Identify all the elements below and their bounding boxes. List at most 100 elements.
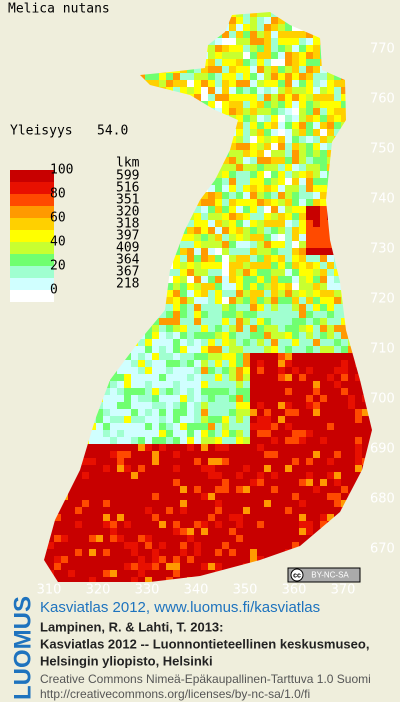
map-cell: [334, 479, 341, 486]
map-cell: [320, 353, 327, 360]
map-cell: [208, 409, 215, 416]
map-cell: [348, 472, 355, 479]
map-cell: [166, 472, 173, 479]
map-cell: [159, 542, 166, 549]
map-cell: [222, 185, 229, 192]
map-cell: [54, 542, 61, 549]
map-cell: [306, 360, 313, 367]
map-cell: [138, 416, 145, 423]
map-cell: [236, 192, 243, 199]
map-cell: [271, 52, 278, 59]
map-cell: [306, 381, 313, 388]
map-cell: [208, 360, 215, 367]
map-cell: [47, 535, 54, 542]
badge-icon: [290, 568, 304, 582]
map-cell: [215, 444, 222, 451]
map-cell: [152, 332, 159, 339]
map-cell: [75, 521, 82, 528]
map-cell: [208, 563, 215, 570]
map-cell: [222, 409, 229, 416]
map-cell: [292, 388, 299, 395]
map-cell: [110, 388, 117, 395]
map-cell: [145, 458, 152, 465]
map-cell: [173, 388, 180, 395]
map-cell: [306, 311, 313, 318]
map-cell: [208, 283, 215, 290]
map-cell: [306, 451, 313, 458]
map-cell: [229, 416, 236, 423]
map-cell: [110, 577, 117, 582]
map-cell: [145, 500, 152, 507]
map-cell: [201, 535, 208, 542]
map-cell: [250, 542, 257, 549]
map-cell: [89, 577, 96, 582]
map-cell: [194, 472, 201, 479]
map-cell: [138, 465, 145, 472]
map-cell: [257, 493, 264, 500]
map-cell: [250, 367, 257, 374]
map-cell: [278, 409, 285, 416]
map-cell: [313, 255, 320, 262]
map-cell: [166, 535, 173, 542]
map-cell: [201, 416, 208, 423]
x-coordinate: 370: [331, 583, 356, 598]
map-cell: [166, 563, 173, 570]
map-cell: [138, 374, 145, 381]
legend-count: 397: [116, 229, 139, 244]
map-cell: [103, 451, 110, 458]
map-cell: [264, 248, 271, 255]
map-cell: [264, 262, 271, 269]
map-cell: [124, 430, 131, 437]
map-cell: [313, 332, 320, 339]
map-cell: [173, 430, 180, 437]
map-cell: [110, 479, 117, 486]
map-cell: [187, 220, 194, 227]
map-cell: [201, 528, 208, 535]
map-cell: [292, 255, 299, 262]
map-cell: [75, 500, 82, 507]
map-cell: [285, 269, 292, 276]
map-cell: [306, 472, 313, 479]
map-cell: [215, 556, 222, 563]
map-cell: [243, 94, 250, 101]
map-cell: [285, 262, 292, 269]
map-cell: [257, 87, 264, 94]
map-cell: [236, 318, 243, 325]
map-cell: [201, 241, 208, 248]
map-cell: [327, 304, 334, 311]
map-cell: [285, 283, 292, 290]
map-cell: [180, 304, 187, 311]
map-cell: [229, 549, 236, 556]
map-cell: [278, 542, 285, 549]
map-cell: [299, 297, 306, 304]
map-cell: [131, 493, 138, 500]
map-cell: [117, 479, 124, 486]
map-cell: [138, 353, 145, 360]
map-cell: [229, 164, 236, 171]
y-coordinate: 740: [370, 192, 395, 207]
map-cell: [215, 269, 222, 276]
map-cell: [257, 122, 264, 129]
map-cell: [215, 255, 222, 262]
map-cell: [257, 227, 264, 234]
map-cell: [180, 325, 187, 332]
map-cell: [299, 255, 306, 262]
map-cell: [278, 157, 285, 164]
map-cell: [306, 304, 313, 311]
map-cell: [215, 563, 222, 570]
map-cell: [278, 311, 285, 318]
map-cell: [201, 451, 208, 458]
map-cell: [278, 535, 285, 542]
map-cell: [145, 360, 152, 367]
license-line: http://creativecommons.org/licenses/by-n…: [40, 687, 310, 701]
map-cell: [194, 451, 201, 458]
map-cell: [341, 367, 348, 374]
map-cell: [250, 220, 257, 227]
map-cell: [320, 493, 327, 500]
map-cell: [250, 38, 257, 45]
map-cell: [306, 213, 313, 220]
map-cell: [355, 423, 362, 430]
map-cell: [313, 290, 320, 297]
map-cell: [110, 493, 117, 500]
map-cell: [208, 59, 215, 66]
